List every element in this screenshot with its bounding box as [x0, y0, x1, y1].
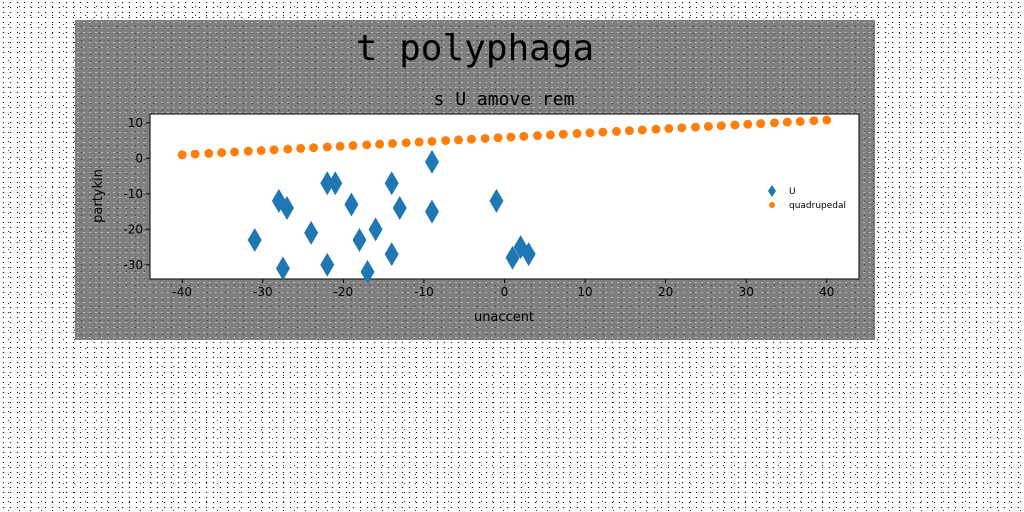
data-point-quadrupedal: [572, 129, 582, 139]
data-point-quadrupedal: [388, 138, 398, 148]
data-point-quadrupedal: [362, 140, 372, 150]
data-point-u: [279, 196, 294, 221]
legend-marker-u: [768, 185, 776, 197]
y-tick-label: 0: [135, 151, 143, 165]
data-point-quadrupedal: [427, 136, 437, 146]
data-point-quadrupedal: [296, 143, 306, 153]
data-point-u: [384, 171, 399, 196]
data-points: [177, 115, 832, 284]
data-point-quadrupedal: [217, 148, 227, 158]
data-point-u: [304, 220, 319, 245]
data-point-quadrupedal: [243, 146, 253, 156]
x-tick-label: 30: [739, 285, 754, 299]
data-point-quadrupedal: [454, 135, 464, 145]
chart-title: s U amove rem: [434, 89, 575, 110]
data-point-u: [384, 242, 399, 267]
data-point-quadrupedal: [466, 134, 476, 144]
data-point-quadrupedal: [822, 115, 832, 125]
data-point-quadrupedal: [730, 120, 740, 130]
data-point-quadrupedal: [690, 122, 700, 132]
x-tick-label: -40: [172, 285, 192, 299]
x-tick-label: -20: [334, 285, 354, 299]
data-point-quadrupedal: [283, 144, 293, 154]
data-point-u: [320, 252, 335, 277]
data-point-quadrupedal: [177, 150, 187, 160]
data-point-quadrupedal: [533, 131, 543, 141]
x-tick-label: 40: [819, 285, 834, 299]
data-point-quadrupedal: [795, 116, 805, 126]
data-point-quadrupedal: [769, 118, 779, 128]
data-point-u: [275, 256, 290, 281]
y-axis-label: partykin: [91, 169, 106, 223]
data-point-quadrupedal: [348, 141, 358, 151]
data-point-quadrupedal: [493, 133, 503, 143]
data-point-quadrupedal: [269, 145, 279, 155]
data-point-u: [328, 171, 343, 196]
data-point-quadrupedal: [598, 127, 608, 137]
y-tick-label: -30: [123, 258, 143, 272]
legend-label: quadrupedal: [789, 201, 846, 211]
y-tick-label: 10: [128, 116, 143, 130]
data-point-quadrupedal: [703, 121, 713, 131]
data-point-quadrupedal: [335, 141, 345, 151]
data-point-u: [247, 227, 262, 252]
data-point-quadrupedal: [624, 126, 634, 136]
data-point-u: [368, 217, 383, 242]
data-point-quadrupedal: [401, 138, 411, 148]
data-point-u: [489, 188, 504, 213]
x-tick-label: -30: [253, 285, 273, 299]
data-point-quadrupedal: [756, 119, 766, 129]
data-point-quadrupedal: [519, 131, 529, 141]
data-point-u: [424, 199, 439, 224]
data-point-quadrupedal: [506, 132, 516, 142]
y-tick-label: -20: [123, 222, 143, 236]
data-point-quadrupedal: [230, 147, 240, 157]
data-point-u: [521, 242, 536, 267]
x-tick-label: 10: [577, 285, 592, 299]
data-point-u: [392, 196, 407, 221]
data-point-u: [360, 259, 375, 284]
data-point-quadrupedal: [585, 128, 595, 138]
data-point-quadrupedal: [441, 136, 451, 146]
figure-panel: t polyphaga s U amove rem -40 -30 -20 -10 0 1…: [75, 20, 875, 340]
data-point-quadrupedal: [611, 126, 621, 136]
data-point-u: [344, 192, 359, 217]
data-point-quadrupedal: [190, 149, 200, 159]
x-tick-label: 0: [501, 285, 509, 299]
x-tick-label: -10: [414, 285, 434, 299]
scatter-chart: t polyphaga s U amove rem -40 -30 -20 -10 0 1…: [91, 28, 860, 325]
plot-area: [149, 113, 860, 280]
data-point-quadrupedal: [545, 130, 555, 140]
data-point-quadrupedal: [256, 146, 266, 156]
data-point-quadrupedal: [204, 148, 214, 158]
x-axis-label: unaccent: [474, 310, 534, 325]
data-point-quadrupedal: [716, 121, 726, 131]
data-point-u: [424, 149, 439, 174]
data-point-quadrupedal: [414, 137, 424, 147]
chart-suptitle: t polyphaga: [356, 28, 594, 69]
legend-marker-quadrupedal: [769, 202, 775, 208]
axis-ticks: -40 -30 -20 -10 0 10 20 30 40 -30 -20 -10 0 10: [123, 116, 834, 299]
data-point-quadrupedal: [743, 119, 753, 129]
legend-label: U: [789, 187, 796, 197]
data-point-quadrupedal: [651, 124, 661, 134]
data-point-quadrupedal: [558, 129, 568, 139]
x-tick-label: 20: [658, 285, 673, 299]
data-point-quadrupedal: [322, 142, 332, 152]
data-point-quadrupedal: [664, 124, 674, 134]
data-point-quadrupedal: [677, 123, 687, 133]
data-point-u: [352, 227, 367, 252]
data-point-u: [320, 171, 335, 196]
data-point-quadrupedal: [480, 133, 490, 143]
data-point-quadrupedal: [375, 139, 385, 149]
data-point-quadrupedal: [309, 143, 319, 153]
data-point-quadrupedal: [809, 116, 819, 126]
data-point-quadrupedal: [782, 117, 792, 127]
y-tick-label: -10: [123, 187, 143, 201]
data-point-u: [505, 245, 520, 270]
data-point-quadrupedal: [637, 125, 647, 135]
